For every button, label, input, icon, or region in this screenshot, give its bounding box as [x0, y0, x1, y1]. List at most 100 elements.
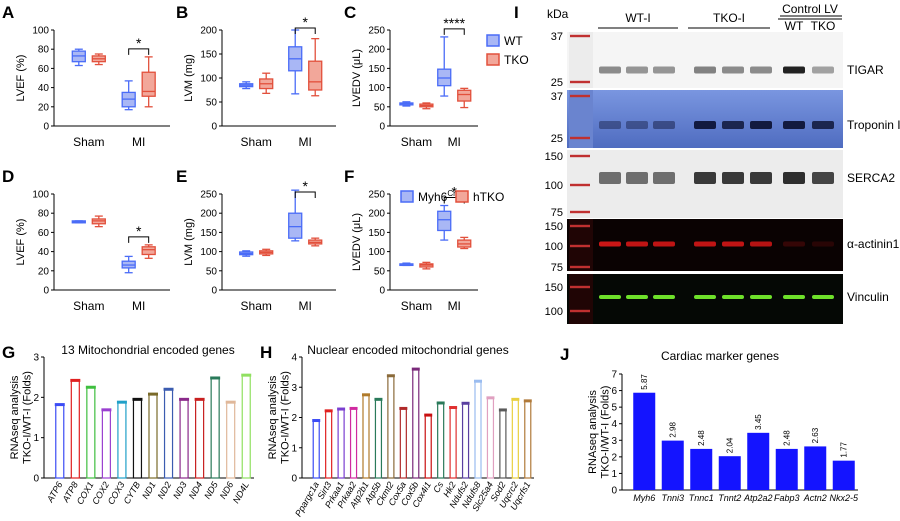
bar-tnnc1: 2.48 Tnnc1: [689, 430, 714, 503]
bar-nd5: ND5: [202, 376, 220, 501]
x-category-label: MI: [448, 135, 461, 149]
significance-bracket: [443, 28, 465, 35]
blot-band: [783, 172, 805, 184]
bar-nd1: ND1: [140, 392, 158, 501]
x-category-label: ND5: [202, 479, 220, 500]
y-tick-label: 100: [32, 26, 49, 37]
significance-label: *: [302, 14, 308, 30]
box-myh6cre-sham: [239, 250, 254, 257]
blot-band: [722, 66, 744, 74]
chart-panel-h: Nuclear encoded mitochondrial genes 0 1 2 3 4…: [267, 343, 534, 518]
x-category-label: MI: [299, 299, 312, 313]
x-category-label: ATP6: [44, 480, 64, 505]
blot-row-label: α-actinin1: [847, 237, 900, 251]
bar-atp2a2: 3.45 Atp2a2: [743, 414, 773, 503]
y-tick-label: 1: [611, 469, 617, 480]
y-tick-label: 4: [291, 353, 297, 364]
bar-rect: [424, 414, 432, 479]
y-tick-label: 0: [379, 286, 385, 297]
legend-swatch-wt: [486, 34, 500, 47]
x-category-label: Sham: [73, 299, 104, 313]
blot-band: [653, 241, 675, 247]
legend-swatch-htko: [455, 190, 469, 203]
blot-band: [694, 172, 716, 184]
bar-nd6: ND6: [218, 400, 236, 501]
blot-band: [722, 295, 744, 299]
bar-rect: [412, 368, 420, 479]
box-htko-sham: [259, 248, 274, 257]
y-tick-label: 200: [368, 45, 385, 56]
blot-row-label: Vinculin: [847, 290, 889, 304]
y-tick-label: 50: [206, 98, 218, 109]
y-tick-label: 0: [379, 122, 385, 133]
bar-rect: [399, 407, 407, 479]
blot-membrane: [567, 90, 843, 148]
chart-panel-j: Cardiac marker genes 0 1 2 3 4 5 6 7 RNAseq analy…: [587, 349, 859, 503]
y-tick-label: 2: [611, 452, 617, 463]
bar-value-label: 2.98: [669, 421, 678, 437]
blot-band: [750, 66, 772, 74]
bar-rect: [747, 432, 770, 490]
y-axis-label-line: RNAseq analysis: [9, 375, 21, 459]
bar-rect: [117, 401, 127, 479]
ladder-band: [570, 136, 590, 140]
y-tick-label: 200: [368, 209, 385, 220]
y-axis-label-line: TKO-I/WT-I (Folds): [279, 371, 291, 464]
bar-value-label: 5.87: [640, 374, 649, 390]
bar-value-label: 2.48: [783, 430, 792, 446]
blot-marker-label: 150: [545, 282, 563, 294]
bar-rect: [210, 377, 220, 479]
significance-label: *: [302, 178, 308, 194]
blot-band: [694, 241, 716, 247]
x-category-label: Tnnt2: [718, 493, 741, 503]
bar-rect: [362, 394, 370, 479]
bar-rect: [163, 388, 174, 479]
ladder-band: [570, 224, 590, 228]
blot-band: [626, 241, 648, 247]
ladder-band: [570, 309, 590, 313]
box-tko-mi: [308, 37, 323, 97]
bar-rect: [832, 460, 855, 490]
ladder-band: [570, 265, 590, 269]
x-category-label: ND1: [140, 480, 158, 501]
significance-bracket: [128, 48, 150, 55]
box-wt-sham: [71, 48, 86, 67]
significance-bracket: [128, 236, 150, 243]
blot-row-vinculin: 150 100 Vinculin: [545, 274, 889, 324]
blot-marker-label: 25: [551, 133, 563, 145]
x-category-label: Actn2: [803, 493, 827, 503]
blot-band: [750, 241, 772, 247]
blot-band: [626, 121, 648, 129]
blot-marker-label: 75: [551, 207, 563, 219]
box-tko-sham: [419, 102, 434, 110]
significance-label: *: [452, 184, 458, 200]
panel-label-H: H: [260, 343, 272, 362]
y-tick-label: 250: [368, 190, 385, 201]
legend-swatch-tko: [486, 53, 500, 66]
blot-band: [599, 295, 621, 299]
blot-marker-label: 75: [551, 262, 563, 274]
significance-bracket: [294, 191, 316, 198]
bar-tnnt2: 2.04 Tnnt2: [718, 437, 741, 503]
bar-rect: [437, 402, 445, 479]
blot-band: [783, 295, 805, 299]
blot-band: [694, 121, 716, 129]
y-tick-label: 50: [374, 102, 386, 113]
bar-cs: Cs: [431, 401, 446, 495]
y-tick-label: 100: [200, 74, 217, 85]
blot-band: [626, 295, 648, 299]
blot-row-troponin-i: 37 25 Troponin I: [551, 90, 900, 148]
y-axis-label: RNAseq analysisTKO-I/WT-I (Folds): [9, 371, 34, 464]
blot-membrane: [567, 32, 843, 88]
bar-rect: [775, 448, 798, 490]
y-tick-label: 0: [43, 286, 49, 297]
bar-charts: 13 Mitochondrial encoded genes0123RNAseq…: [9, 343, 859, 518]
bar-rect: [633, 392, 656, 490]
blot-band: [694, 66, 716, 74]
blot-group-label: TKO-I: [713, 11, 745, 25]
panel-label-E: E: [176, 167, 187, 186]
box-wt-sham: [239, 81, 254, 90]
blot-band: [722, 172, 744, 184]
y-tick-label: 150: [368, 228, 385, 239]
